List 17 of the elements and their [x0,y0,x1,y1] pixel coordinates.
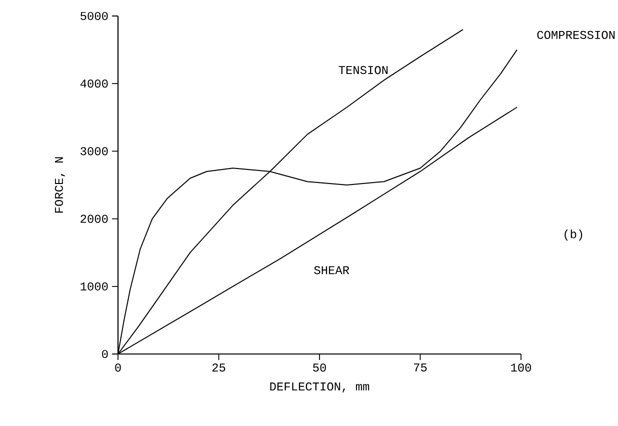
x-tick-label: 25 [212,363,226,372]
series-label: COMPRESSION [537,30,615,39]
y-tick-label: 2000 [80,214,108,223]
x-axis-title: DEFLECTION, mm [270,382,370,393]
x-tick-label: 75 [414,363,427,372]
x-tick-label: 50 [313,363,326,372]
y-axis-title: FORCE, N [54,157,65,213]
y-tick-label: 5000 [80,12,108,20]
y-tick-label: 0 [102,350,108,358]
text: (b) [564,229,582,241]
y-tick-label: 4000 [80,80,108,88]
y-tick-label: 3000 [80,147,108,156]
x-tick-label: 100 [511,363,532,372]
y-tick-label: 1000 [80,282,108,290]
text: SHEAR [314,266,350,274]
x-tick-label: 0 [115,363,121,372]
series-label: TENSION [338,66,388,74]
